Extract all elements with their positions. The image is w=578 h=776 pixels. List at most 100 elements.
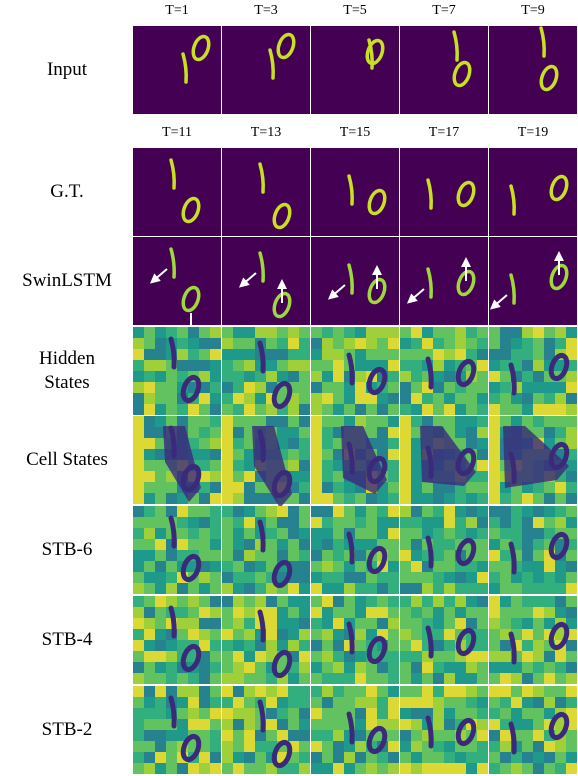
- texture: [377, 618, 388, 629]
- texture: [222, 596, 233, 607]
- texture: [255, 752, 266, 763]
- texture: [355, 618, 366, 629]
- texture: [366, 763, 377, 774]
- texture: [477, 471, 488, 482]
- texture: [489, 360, 500, 371]
- texture: [366, 517, 377, 528]
- texture: [166, 741, 177, 752]
- texture: [299, 449, 310, 460]
- texture: [400, 708, 411, 719]
- texture: [455, 752, 466, 763]
- column-header: T=7: [400, 3, 488, 19]
- texture: [277, 719, 288, 730]
- texture: [333, 393, 344, 404]
- texture: [133, 493, 144, 504]
- texture: [388, 404, 399, 415]
- texture: [500, 338, 511, 349]
- texture: [566, 506, 577, 517]
- texture: [233, 686, 244, 697]
- column-header: T=19: [489, 125, 577, 141]
- texture: [411, 618, 422, 629]
- texture: [366, 327, 377, 338]
- texture: [511, 763, 522, 774]
- texture: [477, 686, 488, 697]
- texture: [199, 427, 210, 438]
- texture: [322, 539, 333, 550]
- texture: [322, 404, 333, 415]
- texture: [455, 493, 466, 504]
- texture: [299, 640, 310, 651]
- texture: [311, 640, 322, 651]
- texture: [210, 539, 221, 550]
- texture: [222, 763, 233, 774]
- texture: [299, 719, 310, 730]
- texture: [555, 583, 566, 594]
- texture: [277, 360, 288, 371]
- texture: [133, 651, 144, 662]
- texture: [411, 697, 422, 708]
- texture: [133, 482, 144, 493]
- texture: [155, 708, 166, 719]
- texture: [366, 349, 377, 360]
- texture: [144, 427, 155, 438]
- texture: [522, 404, 533, 415]
- texture: [566, 427, 577, 438]
- texture: [355, 752, 366, 763]
- texture: [522, 607, 533, 618]
- texture: [133, 572, 144, 583]
- texture: [455, 338, 466, 349]
- texture: [333, 371, 344, 382]
- texture: [433, 697, 444, 708]
- texture: [489, 607, 500, 618]
- texture: [489, 618, 500, 629]
- texture: [400, 686, 411, 697]
- texture: [311, 482, 322, 493]
- image-cell: [311, 686, 399, 774]
- texture: [466, 427, 477, 438]
- texture: [489, 741, 500, 752]
- texture: [333, 763, 344, 774]
- cell-background: [400, 26, 488, 114]
- texture: [199, 349, 210, 360]
- texture: [544, 572, 555, 583]
- texture: [344, 416, 355, 427]
- texture: [277, 708, 288, 719]
- texture: [322, 662, 333, 673]
- texture: [511, 404, 522, 415]
- texture: [388, 607, 399, 618]
- texture: [466, 493, 477, 504]
- texture: [511, 528, 522, 539]
- texture: [500, 686, 511, 697]
- texture: [233, 349, 244, 360]
- column-header: T=11: [133, 125, 221, 141]
- texture: [255, 572, 266, 583]
- texture: [299, 393, 310, 404]
- texture: [388, 438, 399, 449]
- texture: [210, 686, 221, 697]
- texture: [222, 438, 233, 449]
- texture: [411, 673, 422, 684]
- texture: [288, 438, 299, 449]
- texture: [388, 662, 399, 673]
- texture: [544, 493, 555, 504]
- texture: [400, 327, 411, 338]
- image-cell: [489, 416, 577, 504]
- texture: [366, 686, 377, 697]
- texture: [322, 449, 333, 460]
- texture: [533, 338, 544, 349]
- texture: [566, 517, 577, 528]
- texture: [188, 583, 199, 594]
- texture: [544, 404, 555, 415]
- texture: [277, 618, 288, 629]
- texture: [444, 583, 455, 594]
- texture: [422, 327, 433, 338]
- texture: [210, 673, 221, 684]
- texture: [199, 708, 210, 719]
- texture: [322, 393, 333, 404]
- texture: [155, 686, 166, 697]
- texture: [566, 763, 577, 774]
- texture: [322, 438, 333, 449]
- texture: [355, 493, 366, 504]
- texture: [411, 596, 422, 607]
- texture: [566, 393, 577, 404]
